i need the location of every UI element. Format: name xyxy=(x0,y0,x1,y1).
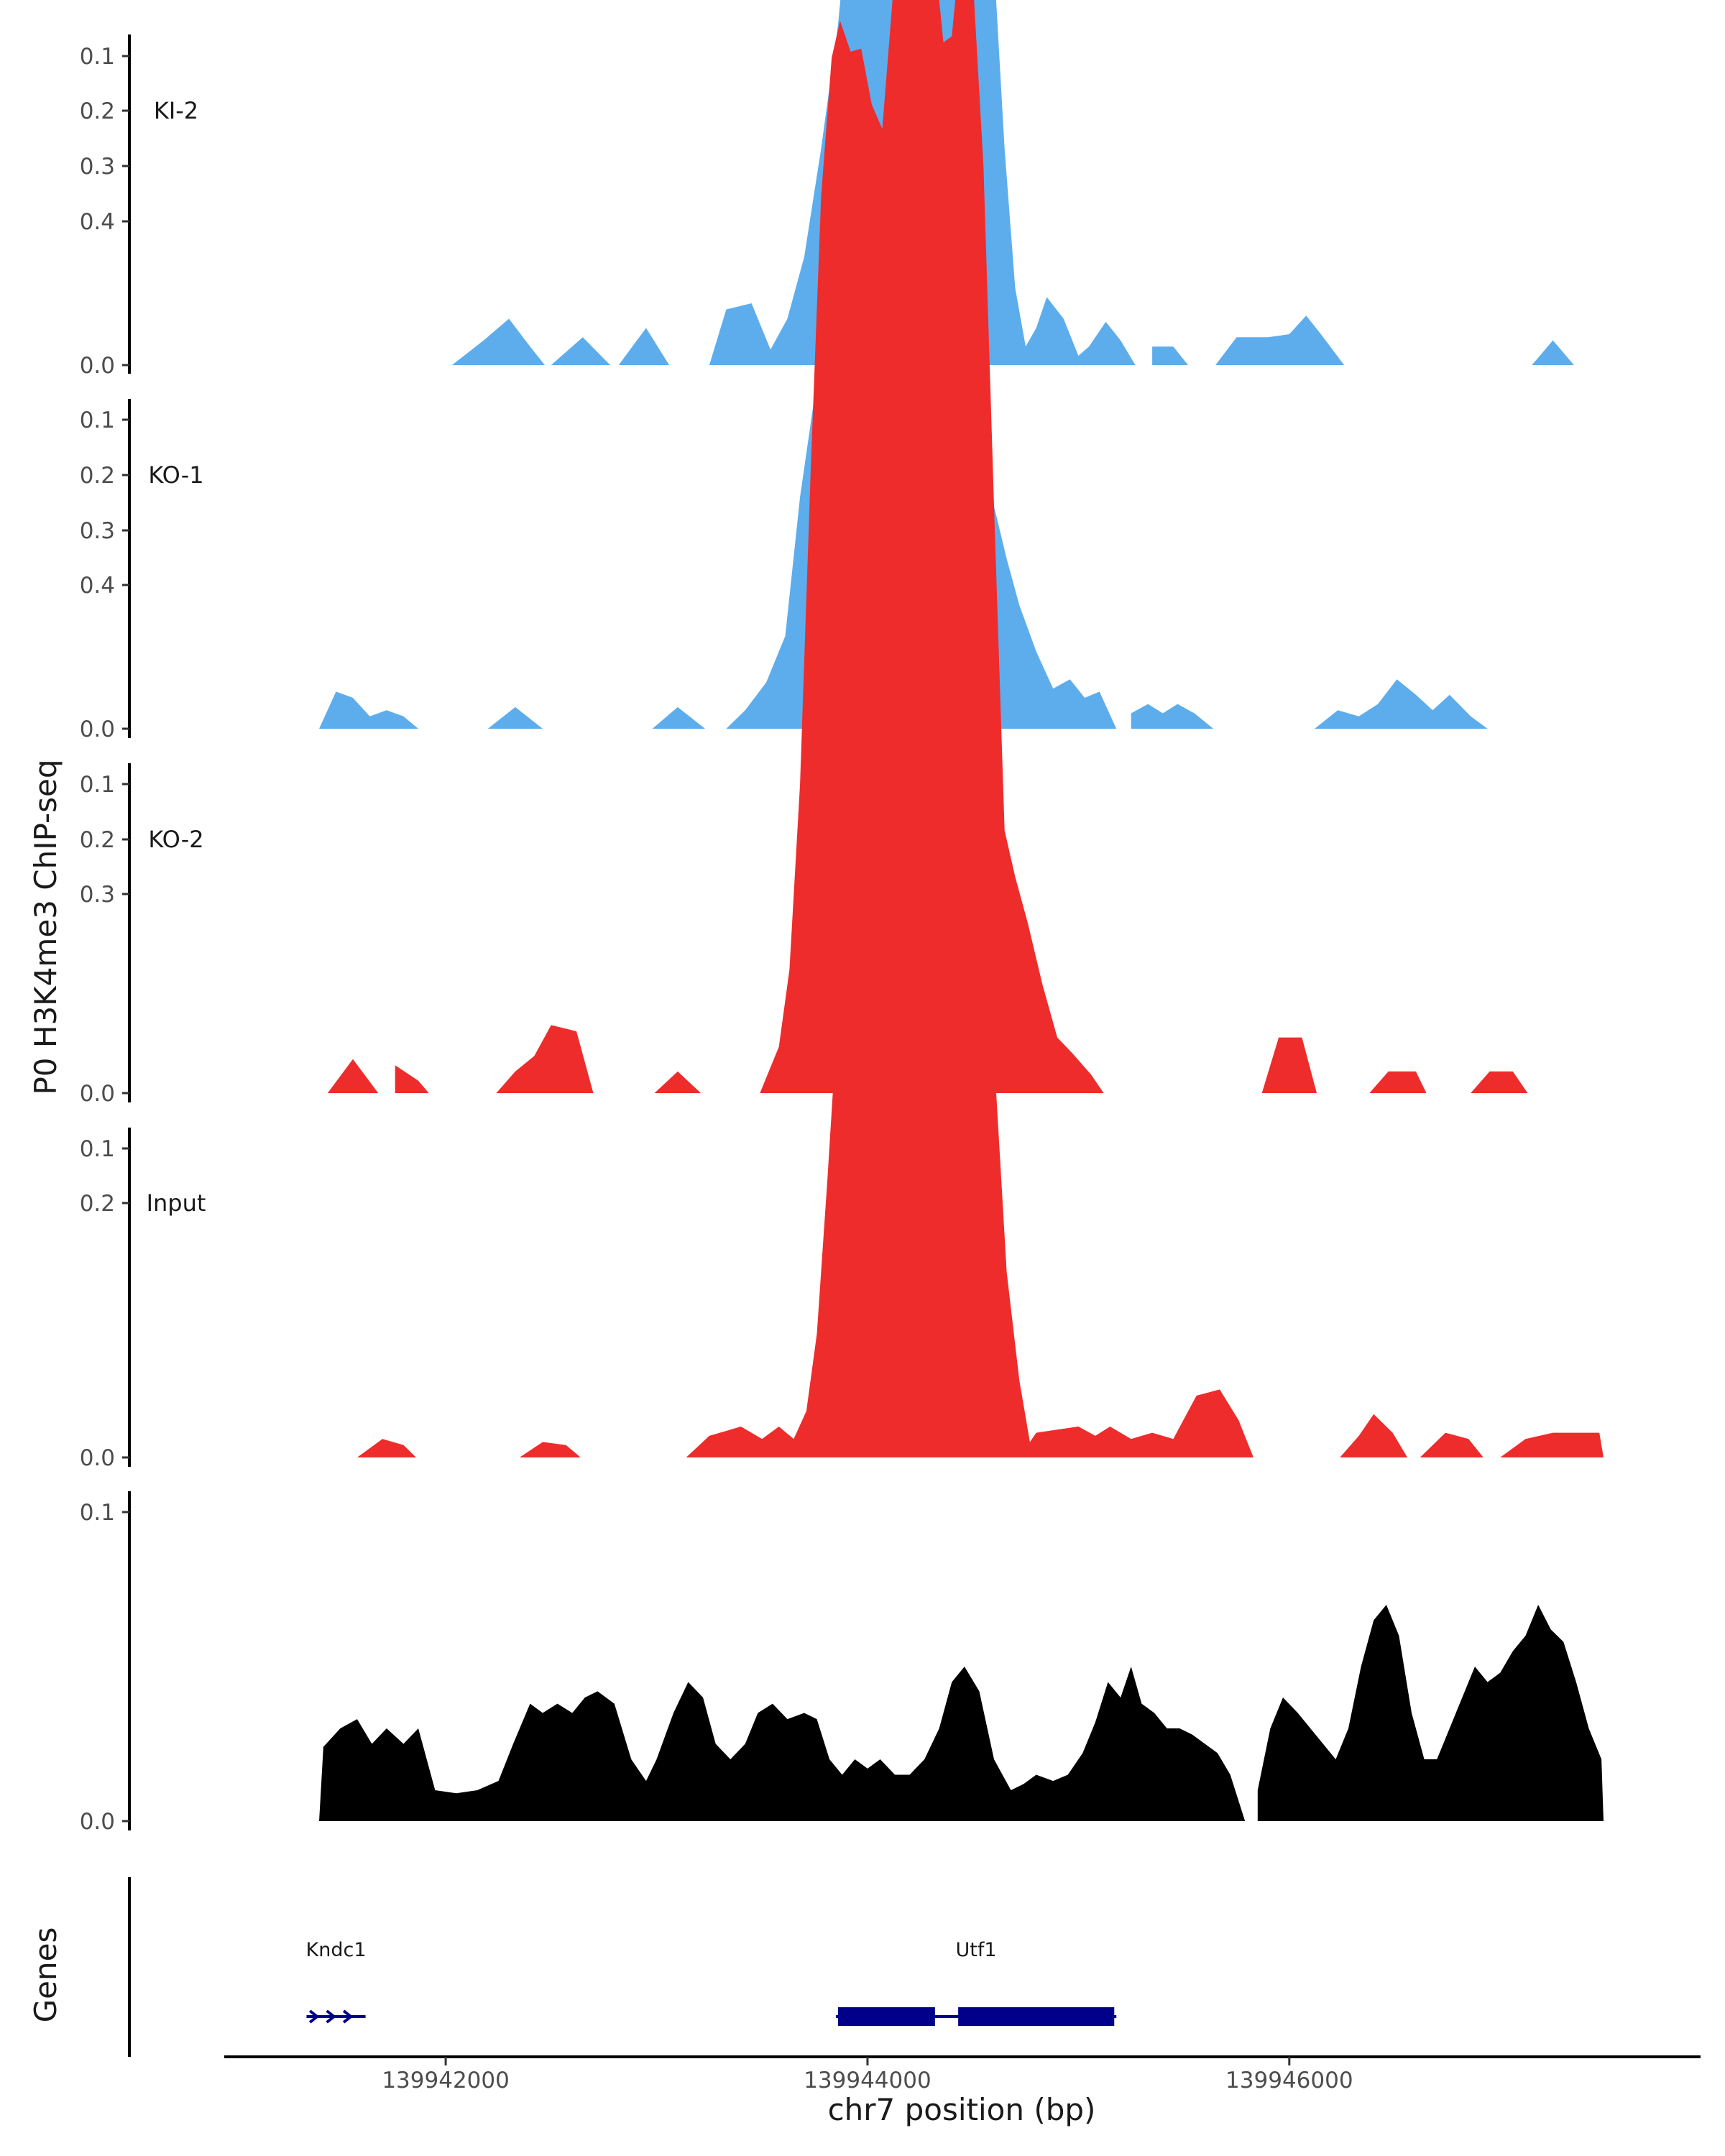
signal-area-ko-2 xyxy=(356,190,1604,1457)
y-tick-label: 0.4 xyxy=(80,209,115,235)
y-tick-label: 0.1 xyxy=(80,44,115,70)
track-label: KO-1 xyxy=(148,461,203,489)
signal-tracks: 0.00.10.20.30.4KI-10.00.10.20.30.4KI-20.… xyxy=(80,0,1604,1835)
signal-area-ki-1 xyxy=(451,0,1574,365)
y-tick-label: 0.2 xyxy=(80,1191,115,1217)
y-tick-label: 0.0 xyxy=(80,353,115,379)
y-tick-label: 0.0 xyxy=(80,717,115,742)
track-ki-1: 0.00.10.20.30.4KI-1 xyxy=(80,0,1574,379)
y-tick-label: 0.4 xyxy=(80,573,115,599)
gene-label: Utf1 xyxy=(956,1939,997,1961)
y-axis-title: P0 H3K4me3 ChIP-seq xyxy=(28,759,63,1095)
exon xyxy=(958,2007,1115,2026)
y-tick-label: 0.0 xyxy=(80,1081,115,1107)
gene-label: Kndc1 xyxy=(306,1939,367,1961)
x-axis: 139942000 139944000 139946000 xyxy=(224,2055,1701,2093)
gene-kndc1: Kndc1 xyxy=(306,1939,367,2024)
exon xyxy=(837,2007,935,2026)
x-tick-label: 139944000 xyxy=(804,2068,932,2093)
y-tick-label: 0.0 xyxy=(80,1809,115,1835)
y-tick-label: 0.1 xyxy=(80,1136,115,1162)
strand-arrow xyxy=(326,2009,336,2024)
strand-arrow xyxy=(308,2009,320,2024)
genes-axis-title: Genes xyxy=(28,1927,63,2023)
y-tick-label: 0.1 xyxy=(80,1500,115,1526)
y-tick-label: 0.1 xyxy=(80,772,115,798)
track-label: Input xyxy=(147,1189,206,1217)
track-ko-2: 0.0 0.1 0.2 0.3 0.4 KO-2 xyxy=(80,190,1604,1471)
gene-utf1: Utf1 xyxy=(835,1939,1117,2026)
strand-arrow xyxy=(835,2009,847,2024)
y-tick-label: 0.3 xyxy=(80,518,115,544)
strand-arrow xyxy=(342,2009,354,2024)
x-axis-title: chr7 position (bp) xyxy=(828,2092,1096,2127)
y-tick-label: 0.0 xyxy=(80,1445,115,1471)
y-tick-label: 0.3 xyxy=(80,154,115,180)
track-ki-2: 0.0 0.1 0.2 0.3 0.4 KI-2 xyxy=(80,97,1488,742)
y-tick-label: 0.2 xyxy=(80,463,115,489)
y-tick-label: 0.2 xyxy=(80,827,115,853)
signal-area-input xyxy=(319,1605,1604,1821)
track-label: KI-2 xyxy=(154,97,198,124)
track-input: 0.0 0.1 0.2 0.3 0.4 Input xyxy=(80,573,1604,1835)
y-tick-label: 0.2 xyxy=(80,98,115,124)
y-tick-label: 0.3 xyxy=(80,882,115,908)
y-tick-label: 0.1 xyxy=(80,407,115,433)
genes-track: Kndc1 Utf1 xyxy=(128,1877,1117,2057)
x-tick-label: 139946000 xyxy=(1225,2068,1353,2093)
track-label: KO-2 xyxy=(148,826,203,853)
x-tick-label: 139942000 xyxy=(382,2068,510,2093)
